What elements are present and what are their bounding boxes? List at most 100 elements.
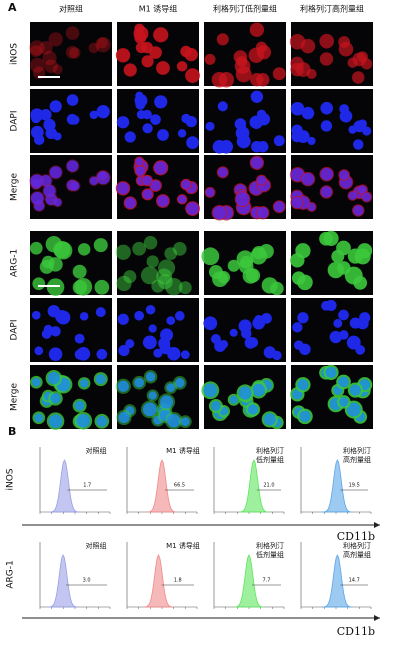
micrograph — [289, 22, 373, 86]
micrograph — [29, 365, 112, 430]
cell — [255, 41, 268, 53]
cell — [323, 230, 339, 246]
cell — [295, 243, 311, 259]
cell — [30, 45, 42, 58]
cell — [79, 379, 89, 388]
group-name: 利格列汀 — [343, 446, 371, 455]
cell — [43, 118, 56, 132]
cell — [176, 61, 188, 72]
axis-label: CD11b — [337, 530, 375, 543]
cell — [70, 181, 80, 191]
micrograph — [115, 155, 200, 219]
cell — [74, 333, 85, 344]
cell — [50, 393, 61, 404]
micrograph — [290, 89, 373, 153]
cell — [252, 383, 266, 397]
cell — [142, 189, 153, 200]
micrograph — [116, 89, 199, 153]
cell — [47, 304, 60, 318]
cell — [245, 268, 261, 283]
group-name: 利格列汀 — [343, 541, 371, 550]
cell — [48, 257, 63, 272]
cell — [177, 195, 187, 204]
group-name: 对照组 — [86, 446, 107, 455]
cell — [177, 129, 187, 138]
cell — [95, 374, 106, 385]
cell — [256, 109, 267, 119]
cell — [261, 277, 278, 294]
row-label: DAPI — [10, 110, 20, 131]
cell — [290, 101, 305, 116]
cell — [148, 324, 157, 333]
micrograph — [115, 231, 199, 296]
cell — [118, 344, 130, 357]
cell — [56, 310, 71, 325]
cell — [74, 277, 93, 296]
gate-percent: 1.7 — [83, 483, 91, 489]
cell — [154, 95, 168, 109]
cell — [347, 57, 358, 68]
cell — [236, 250, 254, 268]
cell — [132, 241, 147, 256]
row-label: iNOS — [10, 43, 20, 65]
cell — [115, 244, 131, 260]
cell — [352, 71, 365, 84]
cell — [142, 402, 157, 417]
gate-percent: 21.0 — [263, 483, 274, 489]
row-label: ARG-1 — [6, 560, 16, 588]
cell — [212, 139, 227, 154]
cell — [142, 335, 157, 350]
histogram-peak — [233, 554, 265, 608]
cell — [49, 100, 62, 113]
cell — [76, 346, 91, 361]
cell — [297, 274, 313, 291]
cell — [320, 186, 333, 198]
histogram-peak — [49, 459, 80, 513]
cell — [145, 372, 156, 382]
cell — [333, 318, 343, 328]
cell — [30, 174, 44, 188]
cell — [348, 125, 357, 134]
cell — [48, 347, 63, 361]
cell — [338, 309, 349, 321]
cell — [205, 121, 215, 131]
cell — [320, 101, 334, 115]
cell — [349, 384, 361, 396]
cell — [50, 326, 61, 337]
micrograph — [290, 364, 373, 429]
micrograph — [117, 298, 199, 362]
cell — [134, 377, 145, 388]
row-label: iNOS — [6, 468, 16, 490]
cell — [339, 397, 349, 407]
cell — [273, 135, 285, 147]
cell — [250, 247, 268, 265]
cell — [353, 139, 364, 150]
cell — [76, 413, 91, 428]
cell — [30, 125, 44, 139]
cell — [142, 175, 152, 186]
cell — [210, 334, 221, 344]
cell — [300, 38, 316, 54]
cell — [31, 377, 41, 387]
cell — [203, 383, 218, 398]
cell — [124, 197, 136, 209]
cell — [362, 126, 372, 136]
cell — [134, 23, 145, 34]
cell — [116, 182, 130, 195]
cell — [31, 310, 41, 320]
micrograph — [29, 22, 112, 86]
cell — [307, 136, 316, 146]
micrograph — [201, 365, 286, 430]
cell — [66, 160, 79, 172]
cell — [156, 61, 170, 75]
cell — [174, 311, 185, 321]
cell — [53, 132, 62, 141]
micrograph — [203, 298, 286, 362]
cell — [45, 235, 62, 253]
column-header: M1 诱导组 — [139, 4, 178, 14]
cell — [116, 116, 130, 129]
cell — [148, 391, 157, 400]
cell — [257, 207, 269, 219]
cell — [164, 247, 178, 260]
micrograph — [30, 89, 112, 153]
